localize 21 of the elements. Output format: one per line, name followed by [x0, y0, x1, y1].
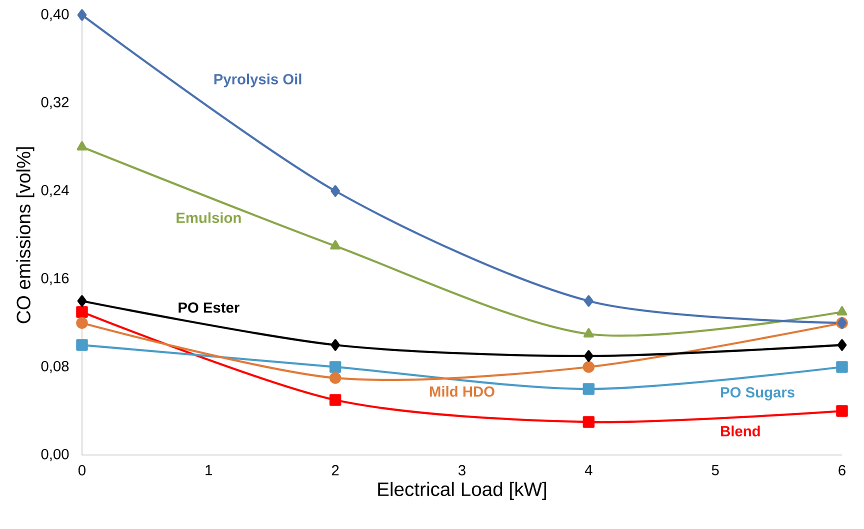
x-tick-label: 3 — [458, 465, 466, 476]
y-tick-label: 0,40 — [41, 8, 69, 22]
series-label: Pyrolysis Oil — [214, 74, 302, 88]
y-tick-label: 0,32 — [41, 96, 69, 110]
y-axis-title: CO emissions [vol%] — [16, 147, 34, 324]
y-tick-label: 0,24 — [41, 184, 69, 198]
series-label: Mild HDO — [430, 386, 494, 397]
series-label: Blend — [721, 426, 760, 436]
series-label: PO Sugars — [721, 387, 794, 400]
x-tick-label: 0 — [78, 465, 86, 476]
x-tick-label: 4 — [584, 465, 592, 476]
x-tick-label: 2 — [332, 465, 339, 476]
x-axis-title: Electrical Load [kW] — [378, 482, 546, 500]
y-tick-label: 0,00 — [41, 448, 69, 462]
series-label: PO Ester — [178, 302, 240, 313]
y-tick-label: 0,08 — [41, 360, 69, 374]
y-tick-label: 0,16 — [41, 272, 69, 286]
x-tick-label: 5 — [712, 465, 719, 476]
series-label: Emulsion — [176, 212, 241, 223]
x-tick-label: 1 — [206, 465, 212, 476]
x-tick-label: 6 — [838, 465, 846, 476]
